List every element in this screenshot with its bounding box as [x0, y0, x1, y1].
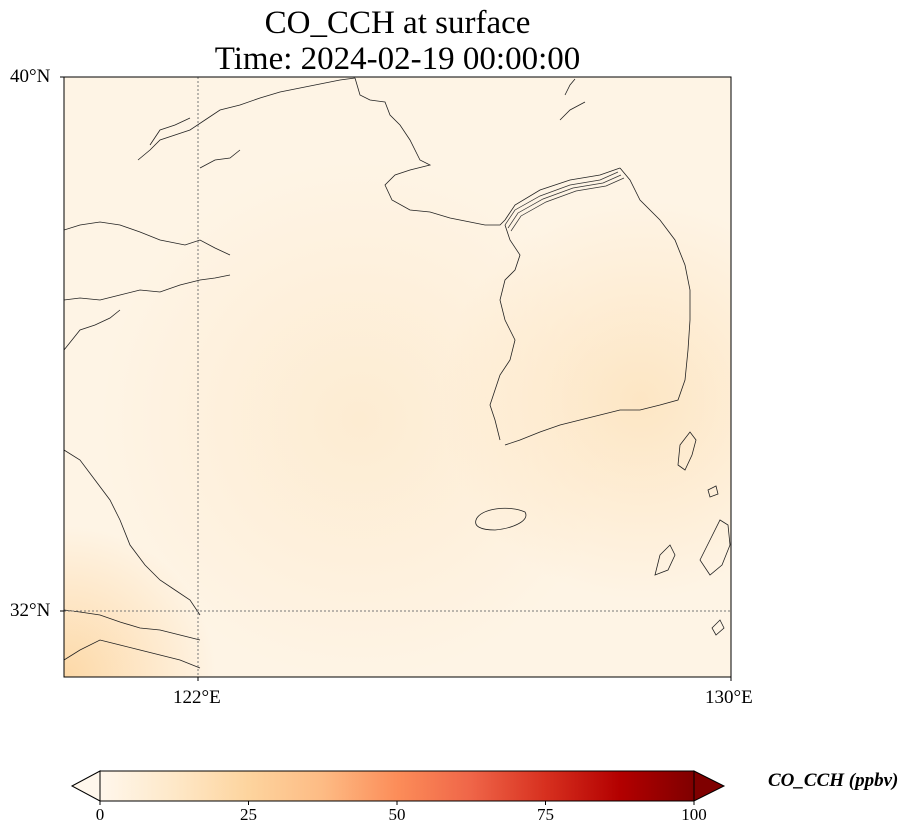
lon-label-130e: 130°E: [705, 687, 753, 708]
colorbar-tick-100: 100: [681, 805, 707, 824]
gridlines: [64, 77, 731, 677]
map-title: CO_CCH at surface: [264, 5, 531, 41]
colorbar-tick-50: 50: [388, 805, 406, 824]
map-subtitle: Time: 2024-02-19 00:00:00: [214, 41, 581, 77]
colorbar-tick-25: 25: [240, 805, 257, 824]
colorbar-label: CO_CCH (ppbv): [768, 770, 899, 791]
coastlines: [64, 77, 731, 669]
colorbar-gradient: [99, 770, 695, 802]
colorbar: [70, 770, 726, 805]
colorbar-tick-0: 0: [95, 805, 105, 824]
lat-label-32n: 32°N: [10, 600, 51, 621]
colorbar-extend-low: [70, 770, 101, 802]
lat-label-40n: 40°N: [10, 66, 51, 87]
axis-ticks: [60, 76, 732, 681]
colorbar-tick-75: 75: [537, 805, 554, 824]
lon-label-122e: 122°E: [173, 687, 221, 708]
map-frame: [63, 76, 732, 678]
concentration-field: [64, 77, 731, 677]
colorbar-extend-high: [693, 770, 726, 802]
korea-border: [504, 171, 625, 232]
